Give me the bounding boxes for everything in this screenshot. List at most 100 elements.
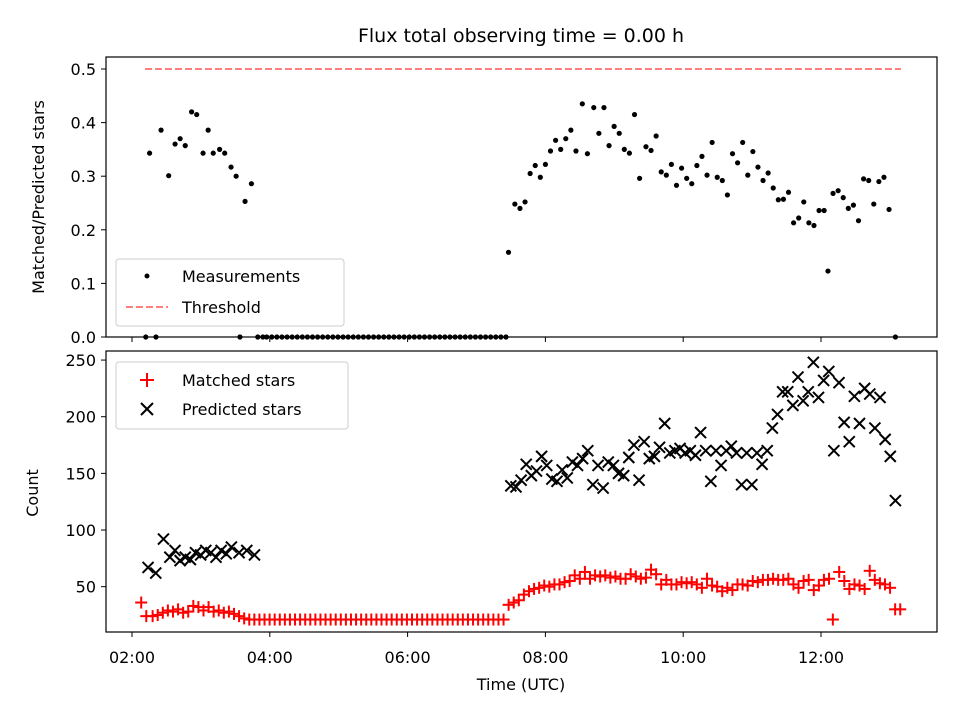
matched-star-point <box>884 581 897 594</box>
predicted-star-point <box>520 458 533 471</box>
top-legend: Measurements Threshold <box>115 258 345 327</box>
measurement-point <box>825 268 831 274</box>
measurement-point <box>673 182 680 188</box>
top-plot-area <box>143 68 901 340</box>
measurement-point <box>200 150 206 156</box>
measurement-point <box>796 215 802 221</box>
matched-star-point <box>751 576 764 589</box>
matched-star-point <box>151 609 164 622</box>
measurement-point <box>616 130 622 136</box>
predicted-star-point <box>514 473 528 487</box>
matched-star-point <box>558 576 571 589</box>
predicted-star-point <box>637 435 651 448</box>
predicted-star-point <box>863 387 876 401</box>
matched-star-point <box>823 572 836 585</box>
predicted-star-point <box>878 433 892 446</box>
measurement-point <box>228 164 234 170</box>
measurement-point <box>527 170 533 177</box>
predicted-star-point <box>781 385 794 398</box>
measurement-point <box>709 139 715 146</box>
matched-star-point <box>624 568 637 581</box>
measurement-point <box>876 178 882 185</box>
predicted-star-point <box>761 444 774 457</box>
bottom-axes-frame <box>105 350 938 633</box>
predicted-star-point <box>791 370 805 384</box>
predicted-star-point <box>889 494 902 507</box>
measurement-point <box>542 161 549 168</box>
matched-star-point <box>721 581 734 594</box>
matched-star-point <box>894 603 907 616</box>
measurement-point <box>579 101 585 107</box>
matched-star-point <box>634 572 647 585</box>
measurement-point <box>242 198 248 204</box>
measurement-point <box>194 111 200 118</box>
measurement-point <box>704 172 710 178</box>
measurement-point <box>233 173 239 179</box>
predicted-star-point <box>157 532 170 546</box>
predicted-star-point <box>149 566 162 580</box>
measurement-point <box>658 169 664 175</box>
measurement-point <box>643 144 649 150</box>
matched-star-point <box>838 575 851 588</box>
measurement-point <box>855 218 862 224</box>
bottom-legend-box <box>115 361 349 430</box>
predicted-star-point <box>868 421 882 435</box>
predicted-star-point <box>240 544 253 557</box>
predicted-star-point <box>714 459 728 472</box>
measurement-point <box>719 177 725 184</box>
top-y-tick-label: 0.2 <box>71 221 96 240</box>
matched-star-point <box>700 572 713 585</box>
matched-star-point <box>762 573 775 586</box>
predicted-star-point <box>248 548 261 562</box>
top-x-ticks <box>131 337 822 342</box>
measurement-point <box>816 207 822 214</box>
predicted-star-point <box>581 444 594 457</box>
measurement-point <box>216 146 223 152</box>
matched-star-point <box>238 612 251 625</box>
predicted-star-point <box>509 480 523 494</box>
measurement-point <box>166 173 172 179</box>
top-y-tick-label: 0.5 <box>71 60 96 79</box>
predicted-star-point <box>853 417 866 430</box>
matched-star-point <box>629 570 642 583</box>
bottom-legend: Matched stars Predicted stars <box>115 361 349 430</box>
predicted-star-point <box>873 391 887 404</box>
matched-star-point <box>736 578 749 591</box>
matched-star-point <box>553 578 566 591</box>
predicted-star-point <box>689 449 702 462</box>
measurement-point <box>547 148 554 154</box>
predicted-star-point <box>802 385 815 398</box>
matched-star-point <box>826 613 839 626</box>
predicted-star-point <box>184 553 197 566</box>
measurement-point <box>765 170 771 176</box>
predicted-star-point <box>755 458 769 471</box>
bottom-y-tick-label: 150 <box>65 464 96 483</box>
matched-star-point <box>538 579 551 592</box>
predicted-star-point <box>622 451 635 464</box>
matched-star-point <box>863 564 876 577</box>
bottom-x-ticks: 02:00 04:00 06:00 08:00 10:00 12:00 <box>109 632 844 667</box>
measurement-point <box>210 150 216 156</box>
measurement-point <box>694 162 700 169</box>
predicted-star-point <box>561 471 574 485</box>
matched-star-point <box>228 607 241 620</box>
matched-star-point <box>639 571 652 584</box>
bottom-x-axis-label: Time (UTC) <box>476 675 565 694</box>
measurement-point <box>606 143 612 149</box>
legend-marker-matched-stars <box>140 373 154 387</box>
measurement-point <box>596 130 602 136</box>
top-y-tick-label: 0.4 <box>71 114 96 133</box>
measurement-point <box>689 181 695 187</box>
measurement-point <box>158 127 164 133</box>
matched-star-point <box>706 579 719 592</box>
matched-star-point <box>670 578 683 591</box>
measurement-point <box>770 185 776 191</box>
bottom-plot-area <box>135 356 907 626</box>
matched-star-point <box>507 596 520 609</box>
predicted-star-point <box>817 374 830 387</box>
legend-label-measurements: Measurements <box>182 267 300 286</box>
matched-star-point <box>726 584 739 597</box>
measurement-point <box>591 104 597 111</box>
measurement-point <box>806 220 812 226</box>
matched-star-point <box>675 576 688 589</box>
